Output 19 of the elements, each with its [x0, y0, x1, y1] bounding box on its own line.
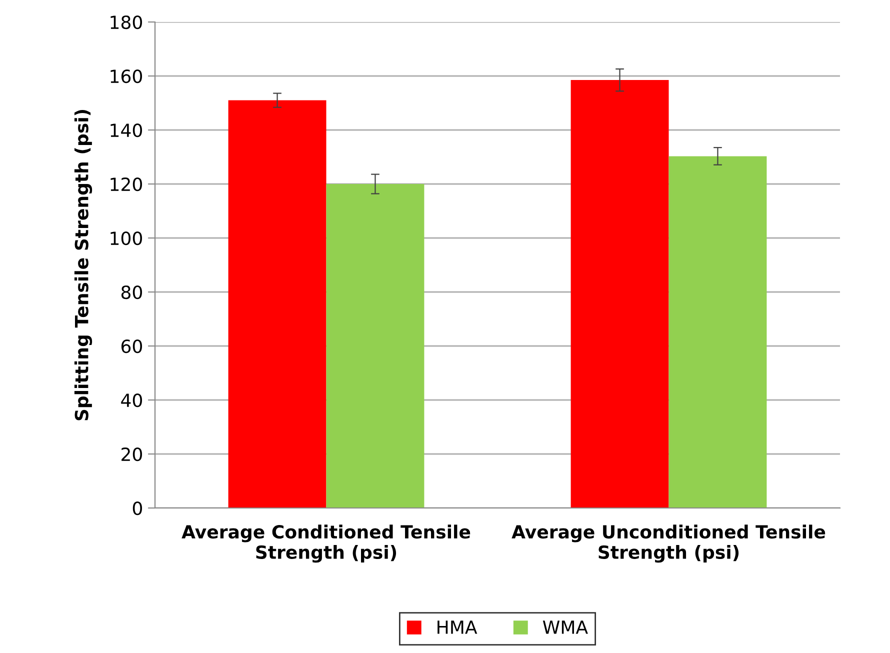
- x-tick-label: Average Conditioned Tensile Strength (psi): [182, 524, 470, 563]
- bar: [570, 80, 669, 508]
- x-tick-label: Average Unconditioned Tensile Strength (psi): [512, 524, 826, 563]
- y-tick-label: 0: [132, 501, 142, 516]
- bar: [228, 100, 326, 508]
- y-tick-label: 40: [121, 393, 142, 408]
- y-tick-label: 180: [110, 15, 142, 30]
- legend-label: WMA: [542, 620, 588, 634]
- y-tick-label: 60: [121, 339, 142, 354]
- y-tick-label: 140: [110, 123, 142, 138]
- y-tick-label: 120: [110, 177, 142, 192]
- y-tick-label: 100: [110, 231, 142, 246]
- y-tick-label: 20: [122, 447, 142, 462]
- bar: [326, 184, 424, 508]
- bar: [668, 156, 767, 508]
- y-axis-title: Splitting Tensile Strength (psi): [74, 110, 92, 420]
- y-tick-label: 80: [121, 285, 142, 300]
- legend-label: HMA: [438, 620, 478, 634]
- y-tick-label: 160: [110, 69, 142, 84]
